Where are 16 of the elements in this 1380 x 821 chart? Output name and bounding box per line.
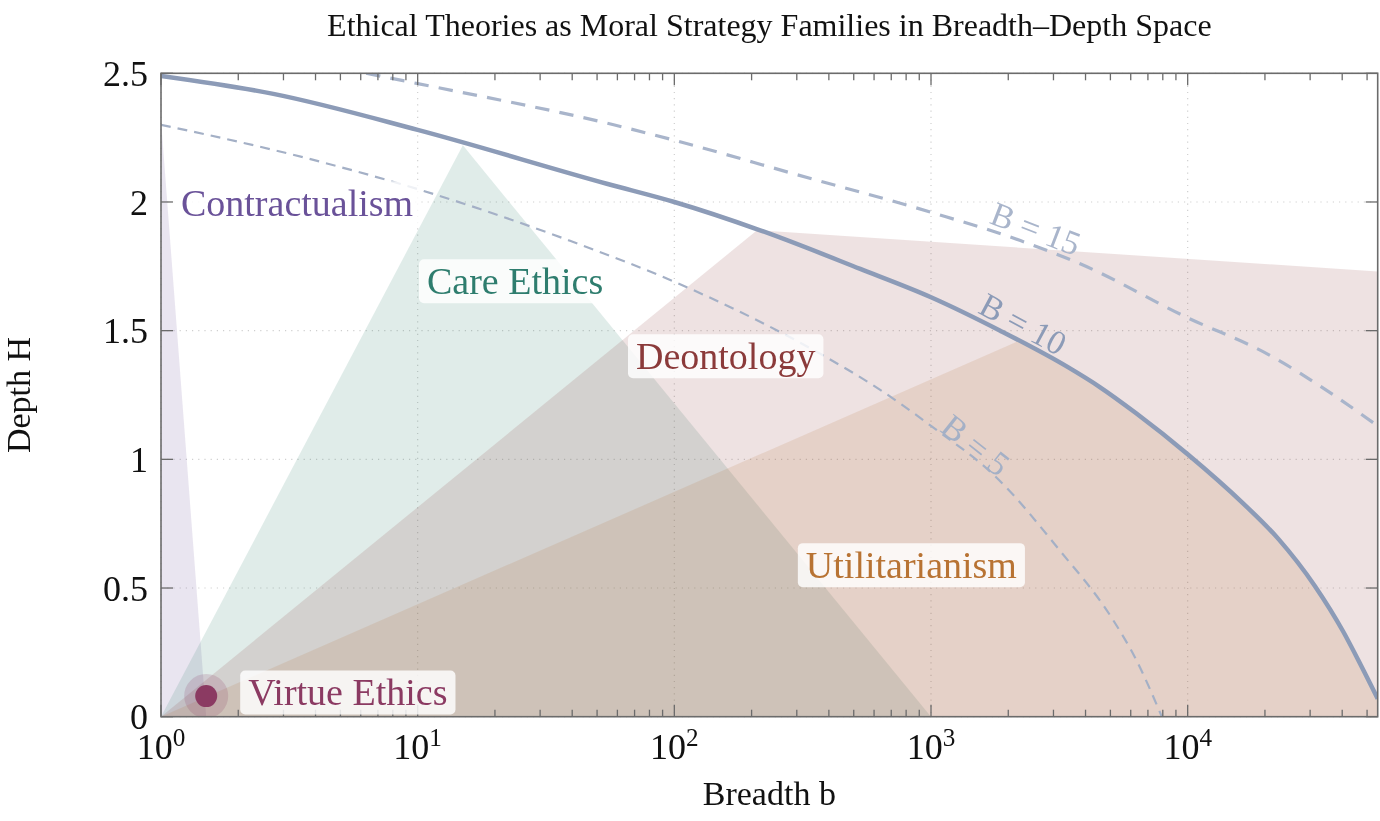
x-tick-label: 10$^{2}$: [650, 723, 699, 767]
y-tick-label: 0.5: [103, 568, 148, 609]
text: B = 5: [934, 407, 1017, 484]
y-tick-label: 2.5: [103, 53, 148, 94]
x-tick-label: 10$^{1}$: [393, 723, 442, 767]
y-tick-label: 1: [130, 439, 148, 480]
x-tick-label: 10$^{3}$: [906, 723, 956, 767]
y-tick-label: 2: [130, 182, 148, 223]
chart-title: Ethical Theories as Moral Strategy Families in Breadth–Depth Space: [327, 7, 1212, 43]
x-tick-label: 10$^{4}$: [1163, 723, 1213, 767]
series-label: Contractualism: [180, 182, 414, 225]
y-axis-title: Depth H: [0, 336, 37, 454]
text: B = 15: [985, 194, 1086, 263]
y-tick-label: 1.5: [103, 311, 148, 352]
x-axis-title: Breadth b: [702, 775, 836, 812]
text: B = 10: [973, 285, 1073, 363]
